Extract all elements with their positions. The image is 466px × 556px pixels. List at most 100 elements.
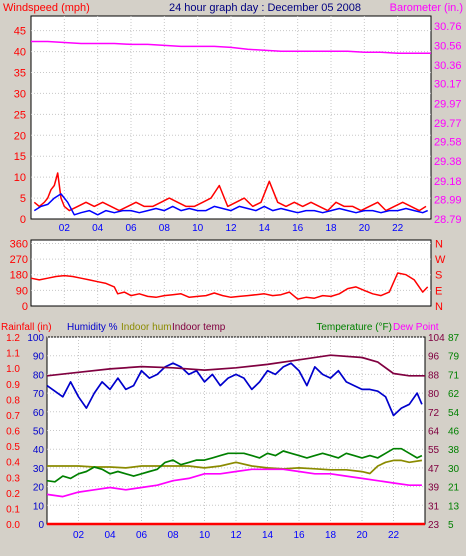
direction-degree-label: 0: [22, 301, 28, 313]
rainfall-tick-label: 0.9: [6, 380, 20, 391]
humidity-tick-label: 100: [27, 333, 44, 344]
rainfall-tick-label: 0.1: [6, 504, 20, 515]
barometer-in-line: [31, 40, 431, 55]
rainfall-tick-label: 1.0: [6, 364, 20, 375]
temperature-tick-label: 46: [448, 427, 460, 438]
temperature-tick-label: 71: [448, 370, 460, 381]
wind-direction-line: [30, 272, 429, 300]
compass-point-label: N: [435, 301, 443, 313]
rainfall-tick-label: 1.2: [6, 333, 20, 344]
temperature-tick-label: 21: [448, 483, 460, 494]
hour-tick-label: 06: [125, 223, 137, 234]
rainfall-tick-label: 0.2: [6, 489, 20, 500]
rainfall-tick-label: 1.1: [6, 349, 20, 360]
indoor-hum-axis-title: Indoor hum: [121, 322, 172, 333]
barometer-tick-label: 29.77: [434, 118, 462, 130]
hour-tick-label: 16: [292, 223, 304, 234]
direction-degree-label: 180: [10, 270, 28, 282]
indoor-temp-tick-label: 23: [428, 520, 440, 531]
humidity-tick-label: 70: [33, 389, 45, 400]
rainfall-tick-label: 0.4: [6, 458, 20, 469]
windspeed-tick-label: 25: [14, 109, 26, 121]
humidity-tick-label: 30: [33, 464, 45, 475]
indoor-temp-tick-label: 55: [428, 445, 440, 456]
hour-tick-label: 08: [167, 530, 179, 541]
humidity-tick-label: 80: [33, 370, 45, 381]
windspeed-tick-label: 20: [14, 130, 26, 142]
hour-ticks: 02 04 06 08 10 12 14 16 18 20 22: [73, 530, 400, 541]
barometer-tick-label: 28.79: [434, 214, 462, 226]
indoor-temp-tick-label: 72: [428, 408, 440, 419]
hour-tick-label: 20: [356, 530, 368, 541]
temperature-tick-label: 5: [448, 520, 454, 531]
multi-axis-ticks: 0 23 5 10 31 13 20 39 21 30 47 30 40 55 38 50 64 46 60 72 54…: [6, 333, 459, 531]
hour-tick-label: 08: [159, 223, 171, 234]
windspeed-ticks: 0 5 10 15 20 25 30 35 40 45: [14, 26, 26, 226]
hour-tick-label: 12: [230, 530, 242, 541]
rainfall-axis-title: Rainfall (in): [1, 322, 52, 333]
temperature-tick-label: 38: [448, 445, 460, 456]
humidity-tick-label: 90: [33, 352, 45, 363]
hour-tick-label: 06: [136, 530, 148, 541]
indoor-temp-tick-label: 80: [428, 389, 440, 400]
gridlines: [47, 336, 425, 524]
barometer-tick-label: 30.76: [434, 21, 462, 33]
hour-tick-label: 14: [262, 530, 274, 541]
compass-point-label: W: [435, 254, 446, 266]
compass-point-label: E: [435, 285, 442, 297]
rainfall-tick-label: 0.0: [6, 520, 20, 531]
temperature-tick-label: 79: [448, 352, 460, 363]
hour-tick-label: 18: [325, 530, 337, 541]
humidity-temperature-lines: [46, 354, 425, 526]
windspeed-tick-label: 35: [14, 68, 26, 80]
humidity-tick-label: 40: [33, 445, 45, 456]
windspeed-tick-label: 40: [14, 47, 26, 59]
barometer-tick-label: 28.99: [434, 194, 462, 206]
temperature-tick-label: 30: [448, 464, 460, 475]
hour-ticks: 02 04 06 08 10 12 14 16 18 20 22: [59, 223, 404, 234]
rainfall-tick-label: 0.6: [6, 427, 20, 438]
compass-point-label: S: [435, 270, 442, 282]
windspeed-mph-line: [33, 172, 427, 212]
temperature-f-line: [46, 447, 423, 483]
barometer-ticks: 28.79 28.99 29.18 29.38 29.58 29.77 29.97 30.17…: [434, 21, 462, 226]
indoor-hum-line: [47, 459, 423, 475]
hour-tick-label: 16: [293, 530, 305, 541]
indoor-temp-tick-label: 39: [428, 483, 440, 494]
indoor-temp-tick-label: 47: [428, 464, 440, 475]
barometer-axis-title: Barometer (in.): [390, 2, 463, 14]
windspeed-tick-label: 10: [14, 172, 26, 184]
direction-degree-ticks: 0 90 180 270 360: [10, 238, 28, 313]
direction-degree-label: 360: [10, 238, 28, 250]
temperature-tick-label: 87: [448, 333, 460, 344]
indoor-temp-tick-label: 96: [428, 352, 440, 363]
indoor-temp-line: [46, 354, 425, 377]
chart-title: 24 hour graph day : December 05 2008: [169, 2, 361, 14]
indoor-temp-tick-label: 64: [428, 427, 440, 438]
dew-point-line: [46, 468, 422, 498]
temperature-tick-label: 62: [448, 389, 460, 400]
barometer-tick-label: 29.58: [434, 137, 462, 149]
rainfall-tick-label: 0.3: [6, 473, 20, 484]
barometer-tick-label: 30.36: [434, 60, 462, 72]
hour-tick-label: 20: [359, 223, 371, 234]
compass-point-label: N: [435, 238, 443, 250]
humidity-tick-label: 20: [33, 483, 45, 494]
humidity-tick-label: 50: [33, 427, 45, 438]
windspeed-tick-label: 15: [14, 151, 26, 163]
hour-tick-label: 18: [325, 223, 337, 234]
humidity-line: [46, 362, 423, 417]
hour-tick-label: 14: [259, 223, 271, 234]
dew-point-axis-title: Dew Point: [393, 322, 439, 333]
wind-direction-line: [30, 272, 429, 300]
direction-degree-label: 90: [16, 285, 28, 297]
barometer-tick-label: 29.97: [434, 98, 462, 110]
windspeed-tick-label: 30: [14, 88, 26, 100]
indoor-temp-tick-label: 31: [428, 501, 440, 512]
hour-tick-label: 04: [92, 223, 104, 234]
barometer-tick-label: 29.18: [434, 176, 462, 188]
indoor-temp-axis-title: Indoor temp: [172, 322, 226, 333]
rainfall-tick-label: 0.8: [6, 395, 20, 406]
hour-tick-label: 02: [59, 223, 71, 234]
